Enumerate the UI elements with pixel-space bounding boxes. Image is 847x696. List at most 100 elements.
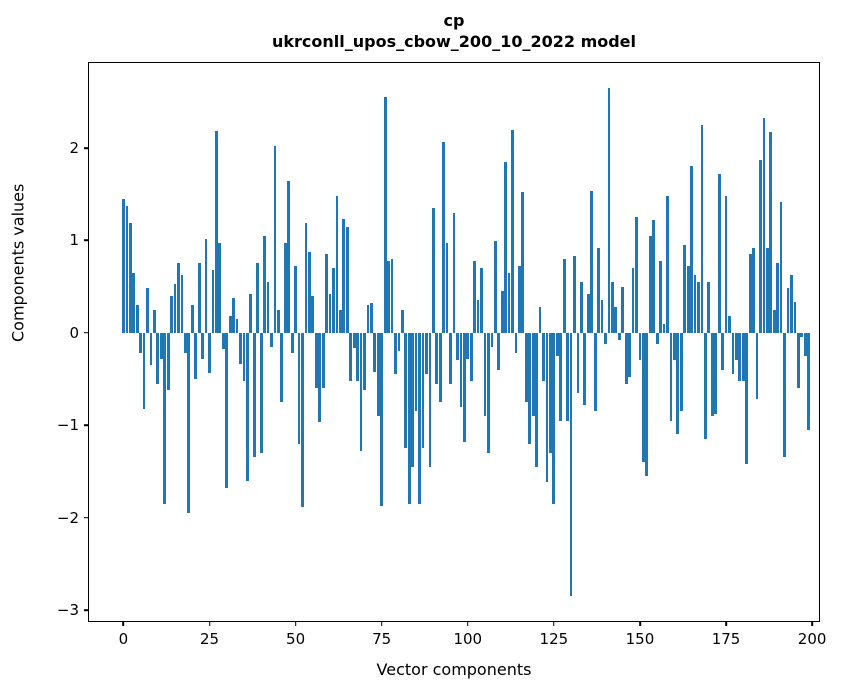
bar <box>277 309 280 333</box>
bar <box>476 300 480 333</box>
bar <box>669 332 673 421</box>
bar <box>239 332 242 365</box>
y-tick-mark <box>84 331 89 334</box>
bar <box>611 281 614 333</box>
bar <box>142 332 146 410</box>
bar <box>201 332 204 359</box>
bar <box>786 288 790 333</box>
bar <box>703 332 707 439</box>
x-tick-mark <box>466 621 469 626</box>
bar <box>462 332 466 442</box>
bar <box>363 332 366 391</box>
bar <box>431 208 435 333</box>
bar <box>583 332 587 405</box>
bar <box>590 191 594 333</box>
bar <box>173 283 177 333</box>
plot-area: 0 25 50 75 100 125 150 175 200 −3 −2 −1 0 1 2 <box>57 62 826 648</box>
bar <box>194 332 198 379</box>
bar <box>466 332 470 359</box>
bar <box>493 241 497 333</box>
bar <box>487 332 490 453</box>
bar <box>218 243 222 333</box>
bar <box>710 332 714 416</box>
bar <box>263 235 266 333</box>
bar <box>249 293 253 333</box>
bar <box>332 268 335 333</box>
bar <box>776 262 780 333</box>
y-tick-mark <box>84 147 89 149</box>
y-tick-label: 2 <box>69 138 79 157</box>
bar <box>373 332 377 372</box>
bar <box>779 201 783 333</box>
bar <box>256 262 260 333</box>
bar <box>662 323 666 333</box>
bar <box>225 332 229 488</box>
bar <box>400 309 404 333</box>
bar <box>652 220 656 333</box>
bar <box>328 293 332 333</box>
chart-title-line2: ukrconll_upos_cbow_200_10_2022 model <box>271 32 637 51</box>
bar <box>607 87 611 333</box>
bar <box>531 332 535 416</box>
bar <box>252 332 256 458</box>
x-tick-mark <box>811 621 813 626</box>
bar <box>686 266 690 333</box>
bar <box>187 332 191 513</box>
bar <box>597 247 600 333</box>
bar <box>666 196 669 333</box>
bar <box>631 268 635 333</box>
bar <box>297 332 301 444</box>
bar <box>683 244 687 333</box>
bar <box>442 141 446 333</box>
bar <box>659 260 662 333</box>
bar <box>266 281 270 333</box>
bar <box>159 332 163 359</box>
bar <box>697 281 700 333</box>
bar <box>153 309 156 333</box>
bar <box>573 256 576 333</box>
bar <box>325 254 328 333</box>
bar <box>404 332 408 449</box>
y-tick-label: 1 <box>69 231 79 250</box>
bar <box>741 332 745 381</box>
bar <box>345 226 349 333</box>
bar <box>638 332 642 361</box>
bar <box>528 332 532 444</box>
x-tick-mark <box>294 621 297 626</box>
bar <box>552 332 556 504</box>
bar <box>335 196 339 333</box>
bar <box>149 332 153 366</box>
bar <box>480 268 483 333</box>
x-tick-label: 100 <box>453 630 483 648</box>
x-tick-mark <box>725 621 727 626</box>
bar <box>294 266 297 333</box>
bar <box>645 332 649 476</box>
bar <box>748 254 752 333</box>
bar <box>569 332 573 597</box>
y-tick-mark <box>84 516 89 519</box>
bar <box>290 332 294 354</box>
bar <box>752 247 755 333</box>
bar <box>125 206 129 333</box>
bar <box>693 275 697 333</box>
bar <box>765 247 769 333</box>
bar <box>338 309 342 333</box>
bar <box>283 243 287 333</box>
bar <box>514 332 518 354</box>
bar <box>376 332 380 416</box>
bar <box>728 316 731 333</box>
bar <box>287 181 291 333</box>
bar <box>407 332 411 504</box>
bar <box>545 332 549 483</box>
bar <box>521 192 525 333</box>
bar <box>221 332 225 350</box>
bar <box>621 286 625 333</box>
bar <box>803 332 807 356</box>
bar <box>793 302 797 333</box>
bar <box>593 332 597 412</box>
bar <box>707 281 711 333</box>
bar <box>356 332 359 381</box>
bar <box>576 332 580 393</box>
chart-title: cp ukrconll_upos_cbow_200_10_2022 model <box>88 10 820 52</box>
bar <box>759 160 762 333</box>
